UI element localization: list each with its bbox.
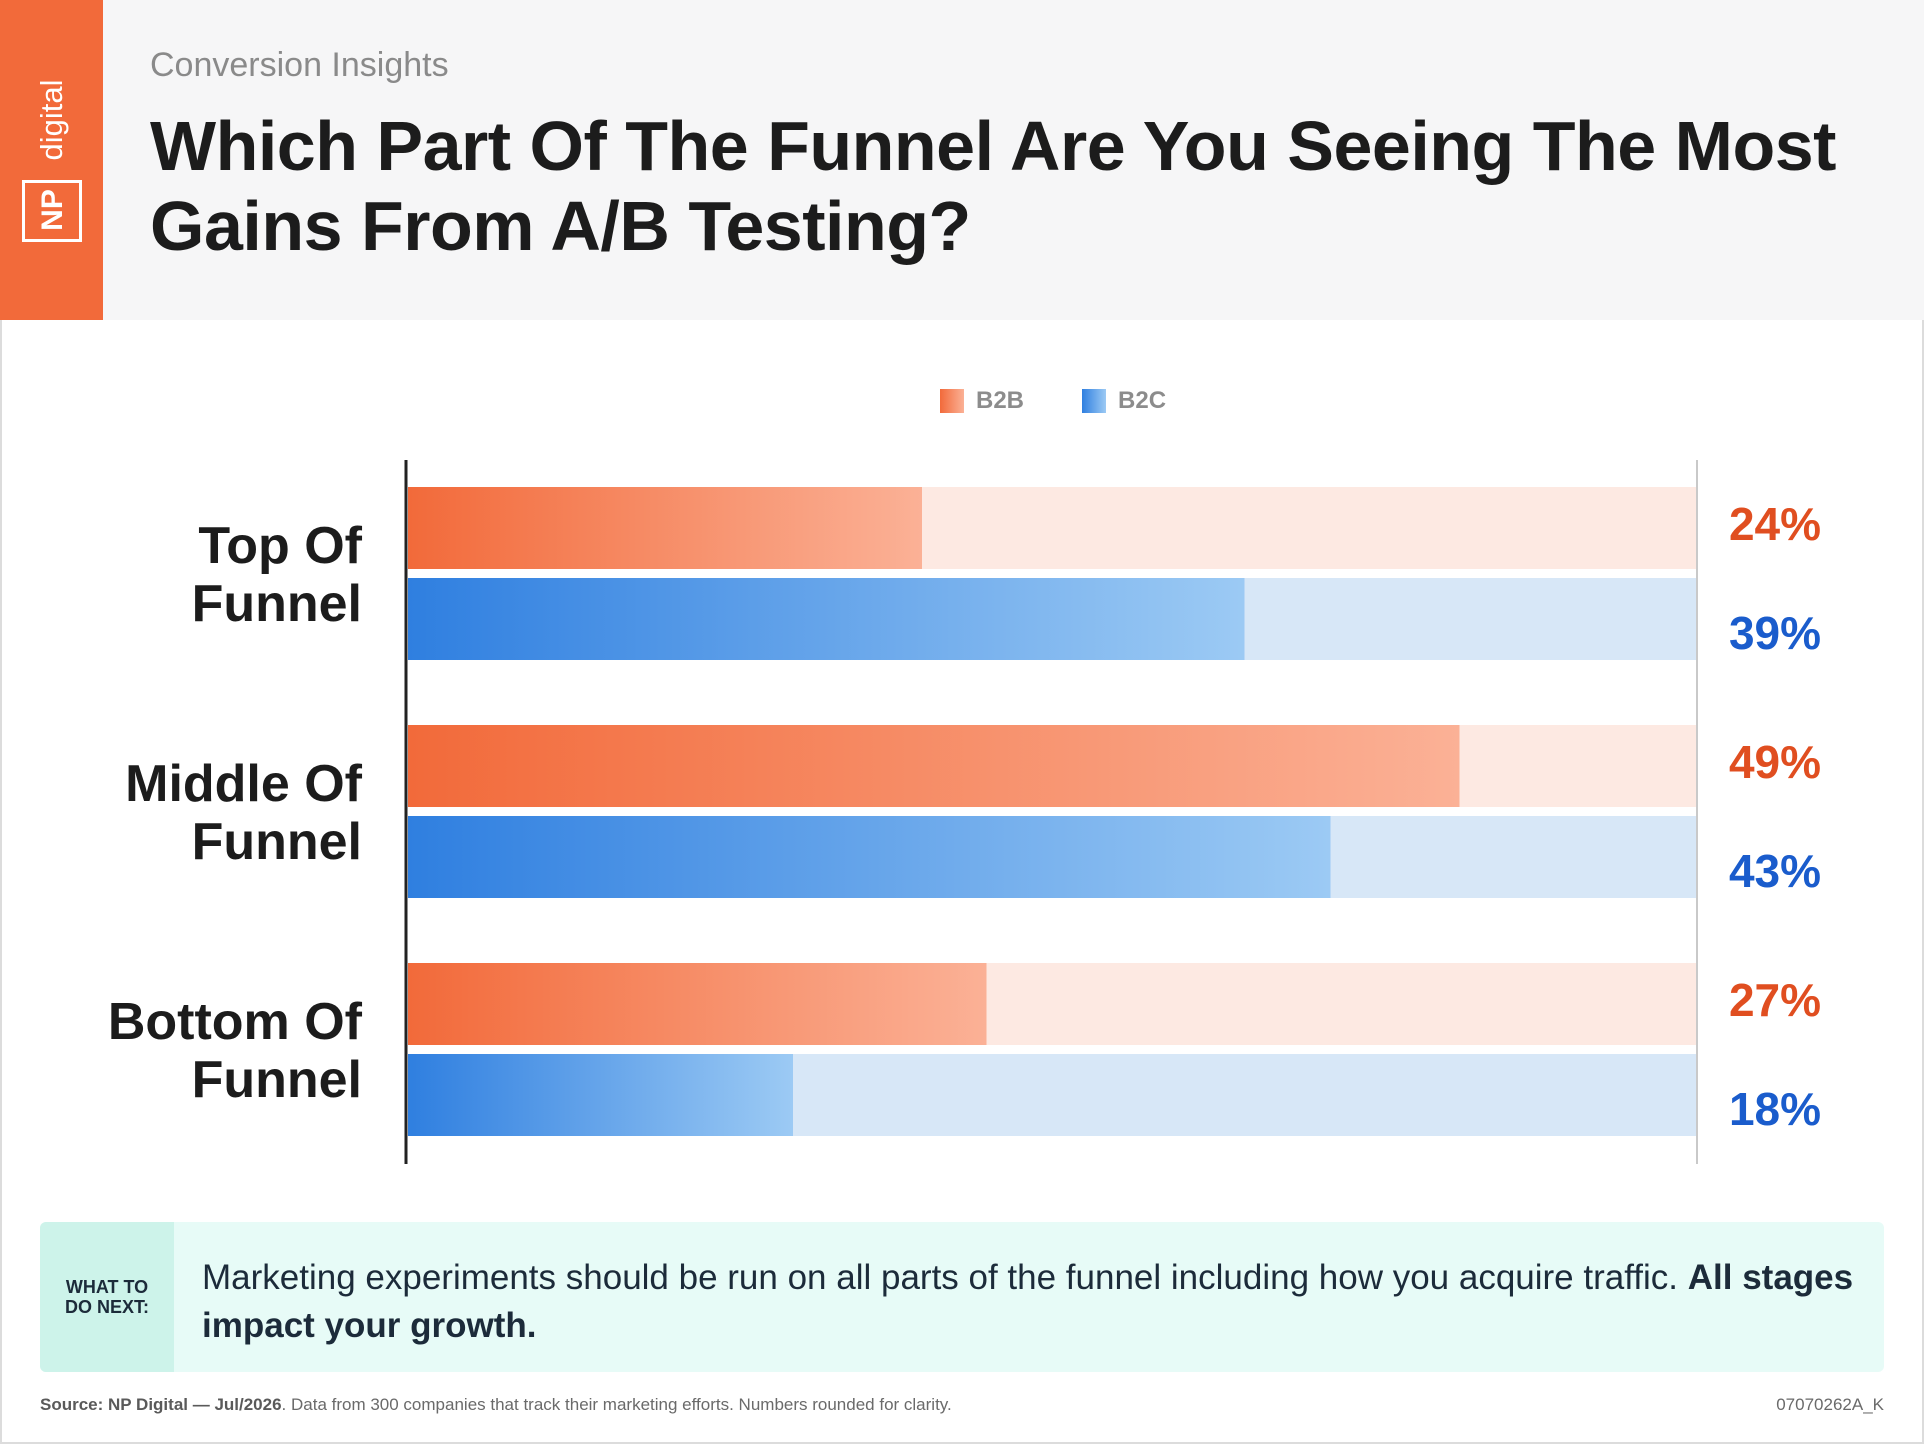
logo-box: [22, 180, 82, 242]
source-note: Source: NP Digital — Jul/2026. Data from…: [40, 1395, 952, 1415]
bar-b2b-1: [408, 725, 1460, 807]
what-to-do-next-box: [40, 1222, 1884, 1372]
bar-b2c-0: [408, 578, 1245, 660]
header: NP digital Conversion Insights Which Par…: [0, 0, 1924, 320]
value-label-b2b-1: 49%: [1729, 736, 1821, 788]
legend: B2B B2C: [940, 384, 1166, 418]
legend-label-b2c: B2C: [1118, 387, 1167, 414]
value-label-b2c-2: 18%: [1729, 1083, 1821, 1135]
logo-np: NP: [36, 189, 69, 231]
category-label-0: Top Of Funnel: [192, 517, 363, 633]
legend-swatch-b2c: [1082, 389, 1107, 413]
next-text-bold: All stages impact your growth.: [202, 1258, 1854, 1345]
category-label-1: Middle Of Funnel: [125, 755, 363, 871]
legend-item-b2c: B2C: [1082, 387, 1166, 415]
category-label-2: Bottom Of Funnel: [108, 993, 363, 1109]
document-code: 07070262A_K: [1776, 1395, 1884, 1414]
bar-b2b-0: [408, 487, 922, 569]
category-label-line: Funnel: [192, 813, 362, 871]
legend-item-b2b: B2B: [940, 387, 1024, 415]
bar-b2b-2: [408, 963, 987, 1045]
source-bold: Source: NP Digital — Jul/2026: [40, 1395, 282, 1414]
category-label-line: Top Of: [198, 517, 362, 575]
value-label-b2c-0: 39%: [1729, 607, 1821, 659]
what-to-do-next-text: Marketing experiments should be run on a…: [202, 1254, 1862, 1350]
what-to-do-next-tag: WHAT TO DO NEXT:: [40, 1222, 174, 1372]
legend-label-b2b: B2B: [976, 387, 1025, 414]
kicker: Conversion Insights: [150, 46, 449, 84]
category-label-line: Middle Of: [125, 755, 363, 813]
logo-digital: digital: [34, 79, 69, 161]
source-rest: . Data from 300 companies that track the…: [281, 1395, 952, 1414]
category-label-line: Funnel: [192, 575, 362, 633]
value-label-b2b-2: 27%: [1729, 974, 1821, 1026]
category-label-line: Funnel: [192, 1051, 362, 1109]
what-to-do-next-label: WHAT TO DO NEXT:: [64, 1277, 149, 1317]
brand-strip: NP digital: [0, 0, 103, 320]
legend-swatch-b2b: [940, 389, 964, 413]
value-label-b2c-1: 43%: [1729, 845, 1821, 897]
bar-b2c-1: [408, 816, 1331, 898]
next-text-regular: Marketing experiments should be run on a…: [202, 1258, 1688, 1297]
value-label-b2b-0: 24%: [1729, 498, 1821, 550]
page-title: Which Part Of The Funnel Are You Seeing …: [150, 107, 1836, 265]
category-label-line: Bottom Of: [108, 993, 363, 1051]
bar-b2c-2: [408, 1054, 793, 1136]
